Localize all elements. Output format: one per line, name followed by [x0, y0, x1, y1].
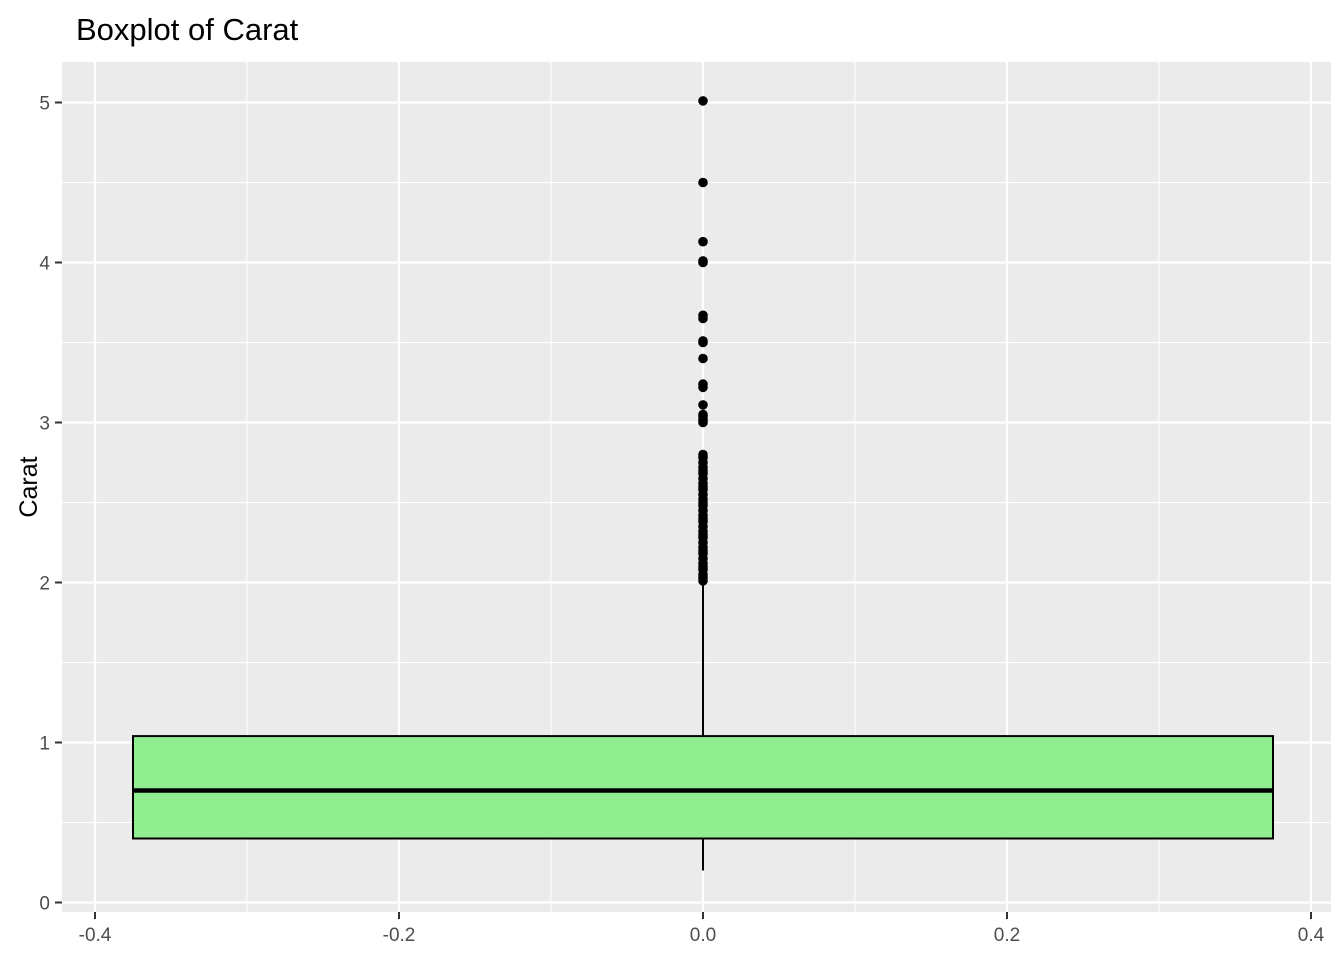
- y-tick-label: 3: [39, 414, 50, 435]
- outlier-point: [698, 96, 708, 106]
- y-axis-title: Carat: [15, 456, 43, 517]
- y-tick-label: 4: [39, 254, 50, 275]
- y-tick-label: 1: [39, 734, 50, 755]
- x-tick-label: -0.2: [383, 925, 416, 946]
- outlier-point: [698, 310, 708, 321]
- outlier-point: [698, 400, 708, 410]
- chart-title: Boxplot of Carat: [76, 12, 299, 47]
- x-tick-label: 0.2: [994, 925, 1020, 946]
- outlier-point: [698, 236, 708, 247]
- outlier-point: [698, 353, 708, 364]
- outlier-point: [698, 177, 708, 188]
- iqr-box: [132, 735, 1274, 840]
- outlier-point: [698, 256, 708, 266]
- y-tick-label: 5: [39, 94, 50, 115]
- x-tick-label: -0.4: [79, 925, 112, 946]
- outlier-point: [698, 379, 708, 389]
- y-tick-label: 0: [39, 894, 50, 915]
- x-tick-label: 0.4: [1298, 925, 1325, 946]
- y-tick-label: 2: [39, 574, 50, 595]
- outlier-point: [698, 409, 708, 420]
- outlier-point: [698, 336, 708, 346]
- outlier-point: [698, 449, 708, 460]
- x-tick-label: 0.0: [690, 925, 716, 946]
